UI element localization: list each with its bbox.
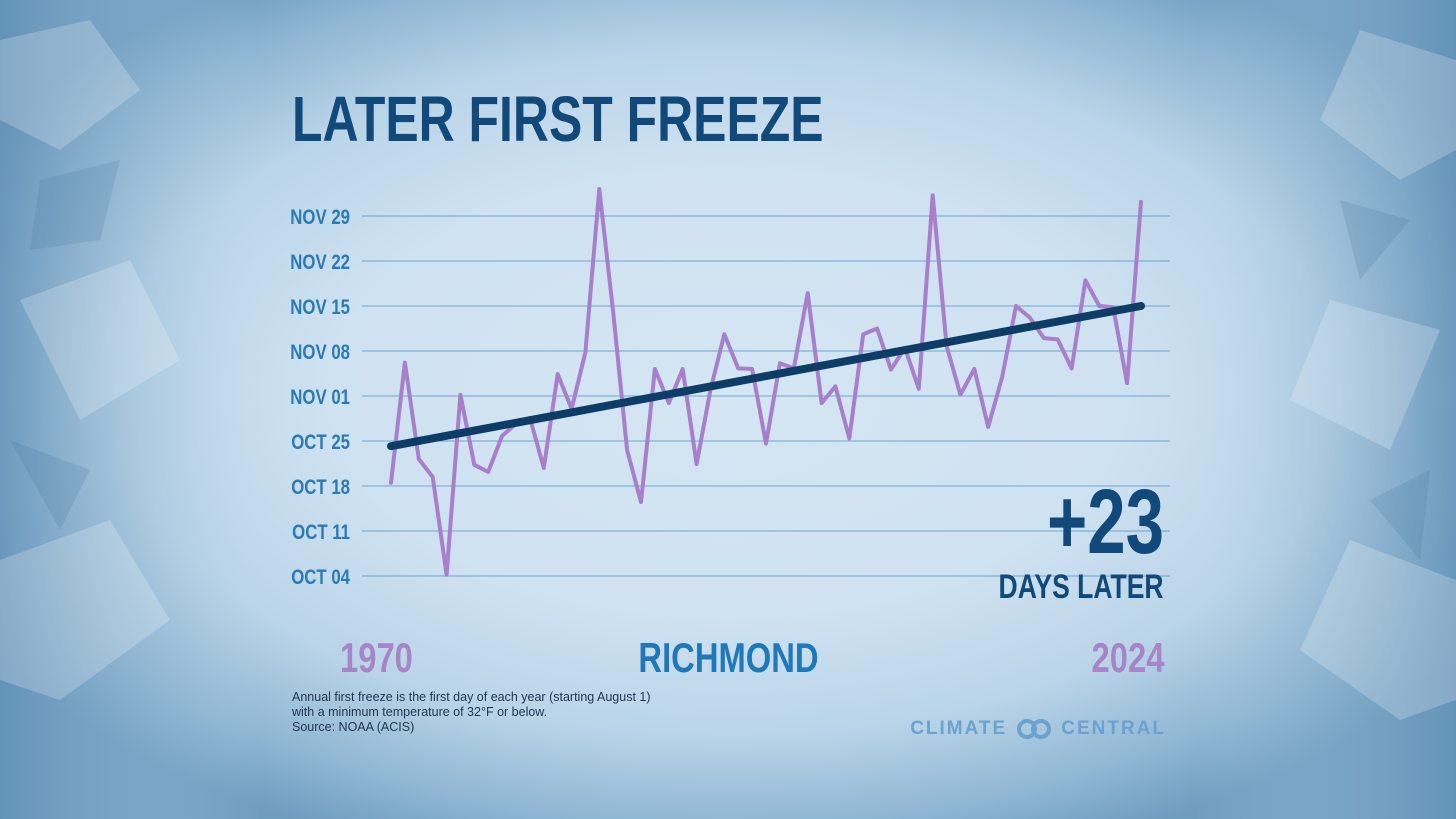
start-year-label: 1970 xyxy=(340,634,413,681)
end-year-label: 2024 xyxy=(1091,634,1164,681)
brand-right-text: CENTRAL xyxy=(1061,718,1166,739)
brand-left-text: CLIMATE xyxy=(910,718,1008,739)
gridlines xyxy=(362,215,1170,577)
change-label: DAYS LATER xyxy=(998,568,1164,606)
y-tick-label: OCT 18 xyxy=(291,476,350,499)
trend-line xyxy=(387,302,1145,451)
trend-layer xyxy=(387,302,1145,451)
series-layer xyxy=(389,187,1143,577)
footnote: Annual first freeze is the first day of … xyxy=(292,690,651,735)
y-tick-label: NOV 01 xyxy=(290,386,350,409)
chart-title: LATER FIRST FREEZE xyxy=(292,83,824,155)
footnote-line: with a minimum temperature of 32°F or be… xyxy=(292,705,548,719)
y-tick-label: OCT 25 xyxy=(291,431,350,454)
y-tick-label: OCT 11 xyxy=(292,521,350,544)
linked-rings-icon xyxy=(1017,719,1052,739)
series-line xyxy=(389,187,1143,577)
location-label-wrap: RICHMOND xyxy=(0,634,1456,682)
change-value: +23 xyxy=(1046,471,1164,573)
y-axis-ticks: OCT 04 OCT 11 OCT 18 OCT 25 NOV 01 NOV 08 NOV … xyxy=(290,206,350,589)
y-tick-label: NOV 22 xyxy=(290,251,350,274)
footnote-line: Source: NOAA (ACIS) xyxy=(292,720,415,734)
footnote-line: Annual first freeze is the first day of … xyxy=(292,690,651,704)
y-tick-label: NOV 29 xyxy=(290,206,350,229)
y-tick-label: OCT 04 xyxy=(291,566,350,589)
y-tick-label: NOV 15 xyxy=(290,296,350,319)
brand-logo: CLIMATE CENTRAL xyxy=(910,718,1166,740)
y-tick-label: NOV 08 xyxy=(290,341,350,364)
location-label: RICHMOND xyxy=(637,634,819,681)
